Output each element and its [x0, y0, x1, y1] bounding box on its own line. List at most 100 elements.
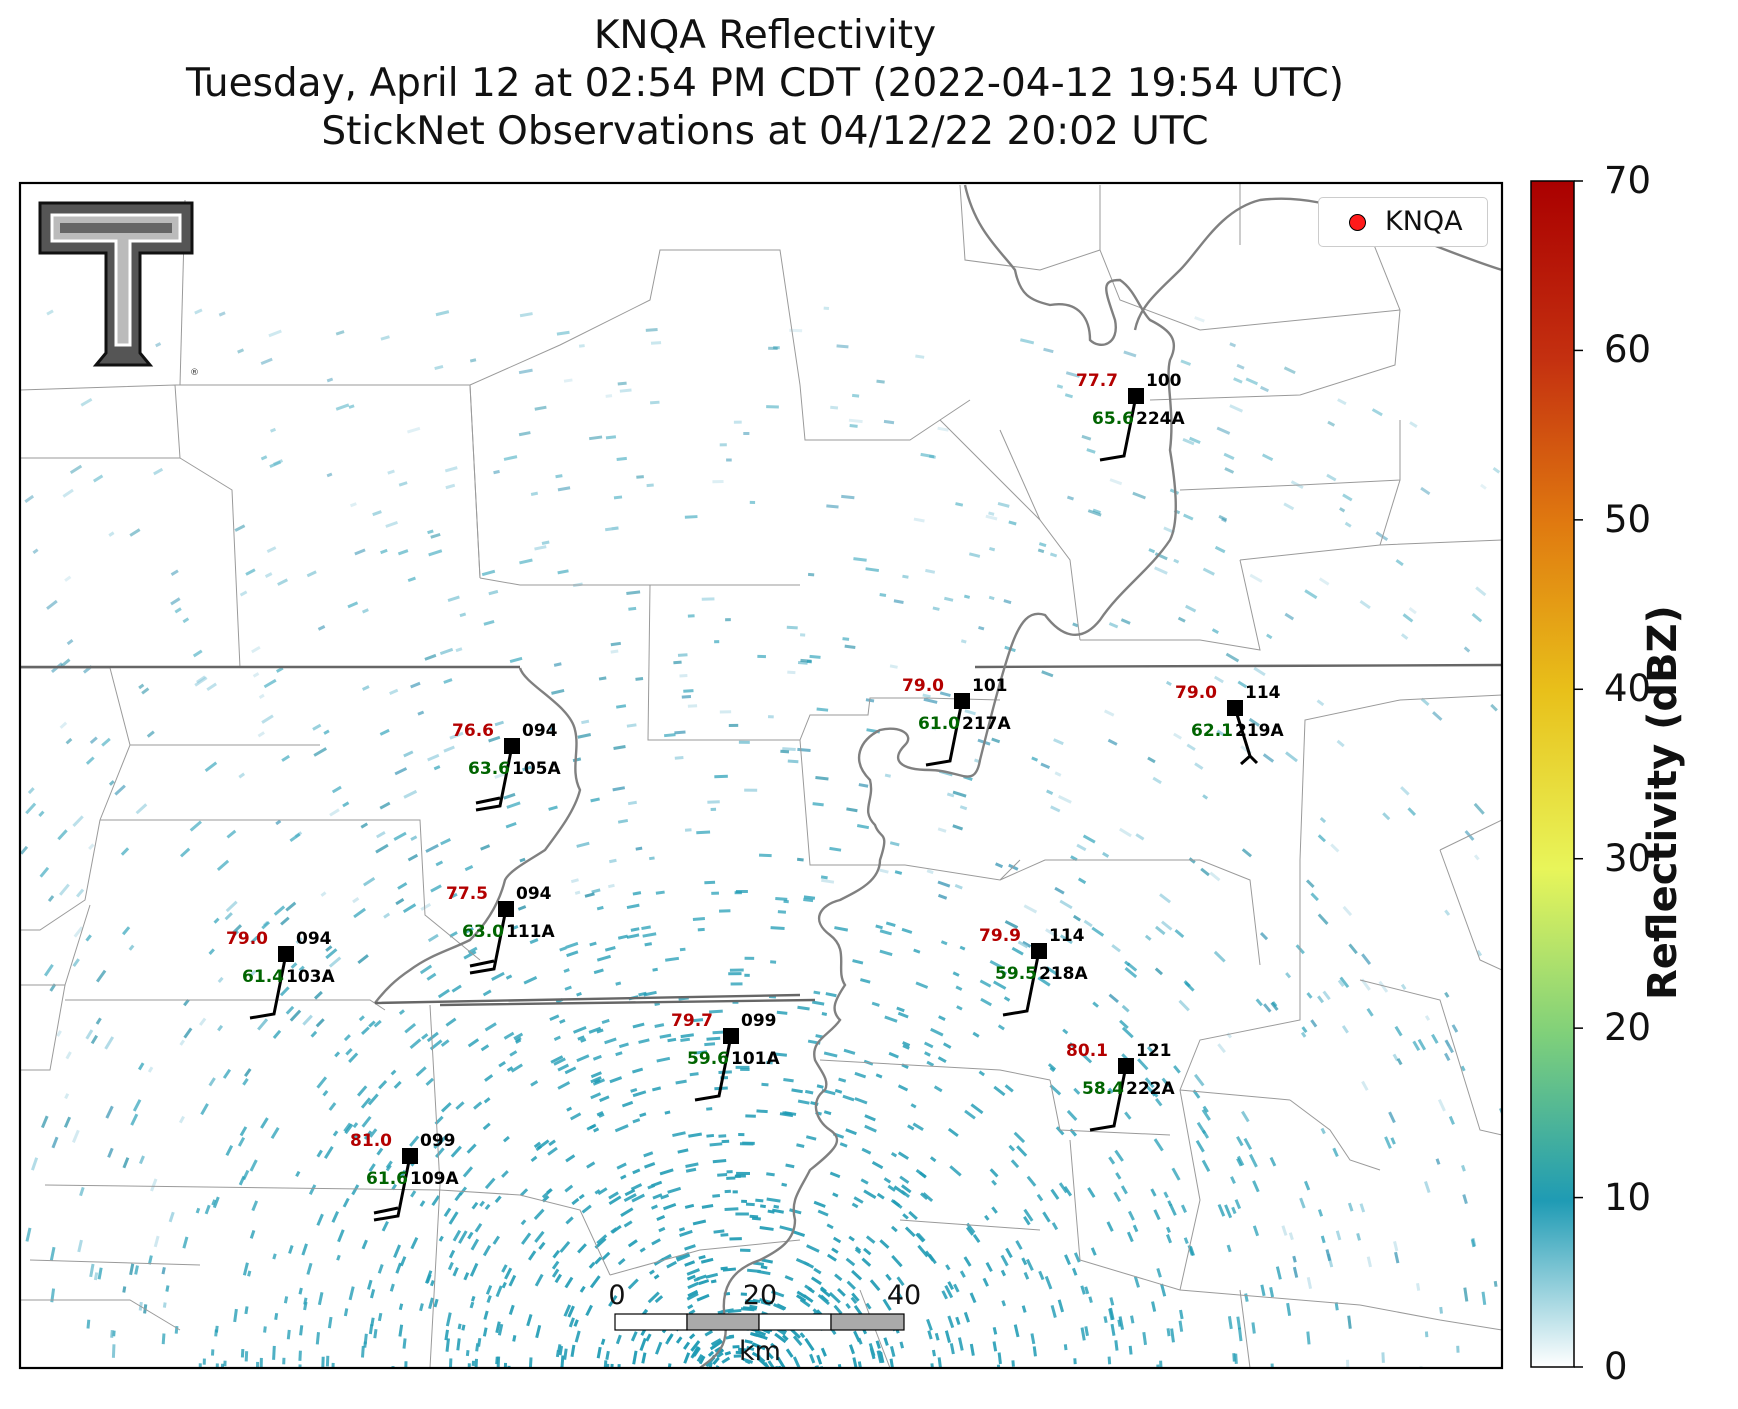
- radar-return: [773, 1377, 777, 1384]
- radar-return: [459, 612, 467, 618]
- radar-return: [1216, 729, 1225, 737]
- radar-return: [550, 1055, 564, 1064]
- radar-return: [865, 1302, 872, 1310]
- radar-return: [1049, 552, 1058, 558]
- radar-return: [1234, 1199, 1242, 1210]
- radar-return: [649, 1269, 655, 1275]
- radar-return: [719, 909, 731, 913]
- radar-return: [768, 346, 778, 350]
- radar-return: [1252, 1180, 1260, 1193]
- radar-return: [829, 1171, 841, 1179]
- radar-return: [1133, 1276, 1140, 1288]
- radar-return: [1008, 520, 1017, 526]
- radar-return: [1194, 762, 1204, 770]
- radar-return: [1107, 1087, 1114, 1094]
- radar-return: [1339, 976, 1350, 989]
- radar-return: [471, 1201, 479, 1210]
- scale-label-20: 20: [743, 1280, 777, 1311]
- radar-return: [420, 902, 432, 911]
- radar-return: [588, 1261, 596, 1269]
- radar-return: [608, 1295, 618, 1307]
- radar-return: [890, 1369, 893, 1375]
- legend: KNQA: [1318, 197, 1488, 247]
- radar-return: [361, 1115, 372, 1128]
- radar-return: [832, 1236, 842, 1244]
- radar-return: [1359, 600, 1371, 610]
- scale-unit: km: [739, 1336, 781, 1367]
- radar-return: [410, 681, 421, 689]
- radar-return: [438, 1235, 444, 1242]
- radar-return: [735, 1350, 745, 1355]
- radar-return: [503, 1362, 508, 1368]
- radar-return: [709, 1339, 724, 1351]
- radar-return: [69, 464, 83, 475]
- radar-return: [852, 959, 864, 965]
- radar-return: [1473, 854, 1480, 861]
- radar-return: [747, 1268, 761, 1273]
- radar-return: [744, 1339, 753, 1345]
- radar-return: [313, 747, 327, 757]
- radar-return: [335, 330, 345, 336]
- radar-return: [1102, 851, 1110, 858]
- radar-return: [498, 1060, 506, 1068]
- radar-return: [174, 607, 182, 614]
- radar-return: [1003, 599, 1012, 605]
- radar-return: [347, 601, 359, 609]
- radar-return: [717, 1172, 728, 1177]
- radar-return: [72, 815, 84, 827]
- radar-return: [578, 344, 585, 348]
- radar-return: [404, 1022, 417, 1034]
- radar-return: [274, 1312, 279, 1320]
- radar-return: [684, 1244, 696, 1251]
- radar-return: [1050, 1188, 1060, 1200]
- radar-return: [1004, 1084, 1014, 1093]
- radar-return: [1188, 857, 1196, 864]
- radar-return: [551, 1260, 560, 1270]
- radar-return: [916, 1232, 926, 1242]
- colorbar-tick-label: 20: [1604, 1006, 1652, 1050]
- radar-return: [242, 1169, 250, 1181]
- radar-return: [1317, 1209, 1324, 1217]
- radar-return: [1375, 531, 1389, 541]
- radar-return: [901, 927, 913, 934]
- radar-return: [457, 1323, 462, 1330]
- radar-return: [482, 1122, 491, 1131]
- station-dewpoint: 63.0: [462, 922, 504, 942]
- radar-return: [630, 1331, 638, 1342]
- radar-return: [647, 1291, 660, 1304]
- radar-return: [784, 1275, 794, 1282]
- radar-return: [153, 1235, 160, 1248]
- radar-return: [1241, 1110, 1250, 1123]
- radar-return: [687, 1281, 700, 1290]
- radar-return: [1004, 920, 1019, 929]
- radar-return: [922, 693, 931, 699]
- radar-return: [594, 1256, 603, 1265]
- radar-return: [1113, 1191, 1122, 1203]
- radar-return: [937, 893, 948, 900]
- radar-return: [1424, 1331, 1429, 1338]
- radar-return: [1180, 1204, 1187, 1214]
- radar-return: [598, 1112, 605, 1118]
- radar-return: [1290, 480, 1304, 490]
- radar-return: [724, 1207, 739, 1211]
- radar-return: [1013, 1131, 1026, 1144]
- radar-return: [484, 1074, 494, 1082]
- radar-return: [1286, 1302, 1292, 1317]
- radar-return: [1011, 946, 1024, 956]
- radar-return: [437, 988, 450, 999]
- radar-return: [789, 1328, 801, 1339]
- radar-return: [1032, 1346, 1037, 1357]
- radar-return: [744, 1359, 751, 1365]
- radar-return: [899, 1341, 905, 1349]
- radar-return: [739, 1142, 754, 1146]
